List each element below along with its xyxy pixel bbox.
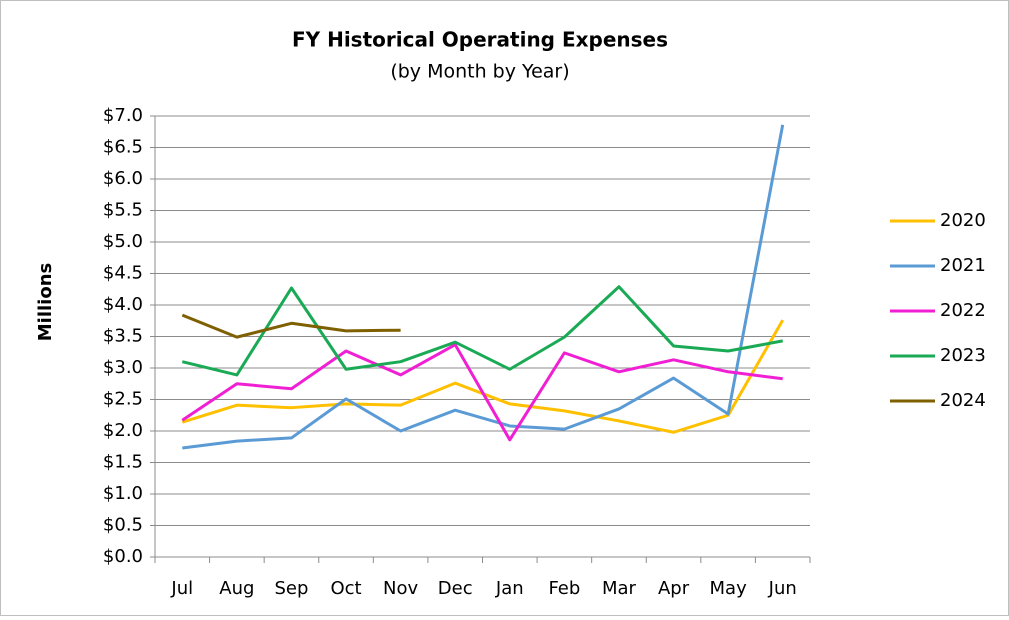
y-tick-label: $3.5 [103, 326, 143, 347]
y-tick-label: $0.5 [103, 515, 143, 536]
y-tick-label: $6.0 [103, 168, 143, 189]
x-tick-label: Feb [548, 578, 580, 599]
y-tick-label: $1.0 [103, 483, 143, 504]
x-tick-label: Jul [170, 578, 193, 599]
series-line [181, 285, 783, 377]
series-line [181, 343, 783, 442]
chart-subtitle: (by Month by Year) [390, 61, 569, 83]
x-tick-label: Sep [274, 578, 308, 599]
y-tick-label: $5.0 [103, 231, 143, 252]
y-tick-label: $4.0 [103, 294, 143, 315]
x-tick-label: Dec [438, 578, 473, 599]
x-tick-label: Apr [658, 578, 690, 599]
x-tick-label: Jan [495, 578, 524, 599]
x-tick-label: Mar [602, 578, 637, 599]
x-tick-label: Nov [383, 578, 418, 599]
legend-label: 2022 [940, 300, 986, 321]
chart-title: FY Historical Operating Expenses [292, 28, 668, 52]
y-tick-label: $5.5 [103, 200, 143, 221]
series-line [182, 124, 785, 450]
y-tick-label: $2.0 [103, 420, 143, 441]
y-tick-label: $0.0 [103, 546, 143, 567]
y-axis-label: Millions [35, 263, 56, 342]
x-tick-label: Aug [219, 578, 254, 599]
y-tick-label: $2.5 [103, 389, 143, 410]
legend-label: 2023 [940, 345, 986, 366]
x-tick-label: Oct [330, 578, 361, 599]
legend-label: 2024 [940, 390, 986, 411]
y-tick-label: $6.5 [103, 137, 143, 158]
x-tick-label: May [710, 578, 748, 599]
y-tick-label: $1.5 [103, 452, 143, 473]
y-tick-label: $3.0 [103, 357, 143, 378]
legend-label: 2021 [940, 255, 986, 276]
legend-label: 2020 [940, 210, 986, 231]
series-line [181, 313, 401, 339]
x-tick-label: Jun [768, 578, 797, 599]
y-tick-label: $7.0 [103, 105, 143, 126]
y-tick-label: $4.5 [103, 263, 143, 284]
